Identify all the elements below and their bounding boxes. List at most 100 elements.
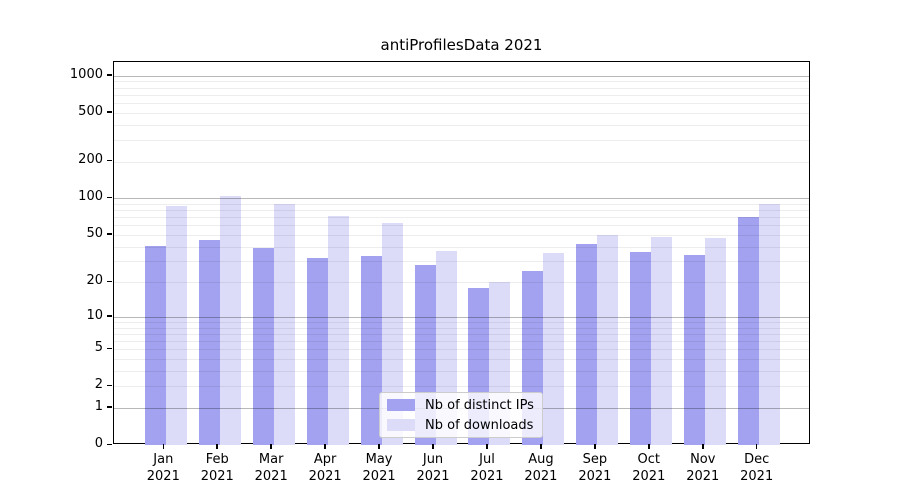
gridline-7 <box>114 333 809 335</box>
gridline-80 <box>114 210 809 212</box>
x-tick-mark-oct <box>648 444 650 449</box>
x-tick-mark-may <box>378 444 380 449</box>
x-tick-mark-mar <box>270 444 272 449</box>
x-tick-month-jul: Jul <box>479 452 495 467</box>
gridline-8 <box>114 327 809 329</box>
y-tick-label-20: 20 <box>86 273 103 289</box>
y-tick-label-5: 5 <box>94 340 103 356</box>
y-tick-mark-20 <box>107 280 112 283</box>
x-tick-label-may: May 2021 <box>352 451 406 485</box>
x-tick-year-mar: 2021 <box>254 469 288 484</box>
x-tick-month-jun: Jun <box>422 452 444 467</box>
gridline-4 <box>114 359 809 360</box>
gridline-40 <box>114 246 809 248</box>
y-tick-mark-200 <box>107 159 112 162</box>
x-tick-month-mar: Mar <box>258 452 284 467</box>
x-tick-label-apr: Apr 2021 <box>298 451 352 485</box>
y-tick-label-50: 50 <box>86 225 103 241</box>
x-tick-month-apr: Apr <box>313 452 337 467</box>
x-tick-mark-jul <box>486 444 488 449</box>
bar-nb-of-distinct-ips-oct <box>630 251 652 445</box>
x-tick-month-jan: Jan <box>153 452 174 467</box>
x-tick-year-jan: 2021 <box>146 469 180 484</box>
y-tick-label-500: 500 <box>78 103 103 119</box>
bar-nb-of-downloads-mar <box>273 204 295 445</box>
y-tick-mark-2 <box>107 384 112 387</box>
x-tick-year-jul: 2021 <box>470 469 504 484</box>
x-tick-mark-nov <box>702 444 704 449</box>
y-tick-label-1: 1 <box>94 398 103 414</box>
x-tick-month-feb: Feb <box>205 452 229 467</box>
gridline-500 <box>114 112 809 114</box>
y-tick-mark-0 <box>107 443 112 445</box>
x-tick-mark-jan <box>162 444 165 449</box>
legend-label-downloads: Nb of downloads <box>425 417 534 433</box>
x-tick-year-oct: 2021 <box>632 469 666 484</box>
legend-label-distinct-ips: Nb of distinct IPs <box>425 397 534 413</box>
x-tick-month-aug: Aug <box>528 452 554 467</box>
x-tick-mark-sep <box>594 444 596 449</box>
x-tick-year-jun: 2021 <box>416 469 450 484</box>
gridline-5 <box>114 349 809 351</box>
bar-nb-of-downloads-oct <box>651 236 673 445</box>
x-tick-mark-dec <box>755 444 758 449</box>
gridline-90 <box>114 203 809 205</box>
bar-nb-of-downloads-sep <box>597 234 619 445</box>
x-tick-year-nov: 2021 <box>686 469 720 484</box>
y-tick-mark-5 <box>107 347 112 350</box>
x-tick-label-feb: Feb 2021 <box>190 451 244 485</box>
legend-swatch-downloads <box>387 419 415 431</box>
bar-nb-of-downloads-nov <box>705 238 727 445</box>
gridline-2 <box>114 386 809 388</box>
x-tick-mark-jun <box>432 444 434 449</box>
bar-nb-of-distinct-ips-may <box>360 256 382 445</box>
x-tick-label-jul: Jul 2021 <box>460 451 514 485</box>
plot-area <box>113 61 810 445</box>
x-tick-month-oct: Oct <box>637 452 661 467</box>
gridline-30 <box>114 261 809 263</box>
x-tick-label-dec: Dec 2021 <box>730 451 784 485</box>
x-tick-year-may: 2021 <box>362 469 396 484</box>
x-tick-month-nov: Nov <box>690 452 716 467</box>
x-tick-year-aug: 2021 <box>524 469 558 484</box>
gridline-200 <box>114 161 809 163</box>
y-tick-mark-1000 <box>107 74 112 76</box>
bar-nb-of-distinct-ips-dec <box>738 217 760 445</box>
gridline-6 <box>114 341 809 342</box>
bar-nb-of-downloads-apr <box>327 216 349 445</box>
y-tick-label-100: 100 <box>78 189 103 205</box>
x-tick-year-sep: 2021 <box>578 469 612 484</box>
gridline-900 <box>114 81 809 83</box>
bar-nb-of-downloads-may <box>381 222 403 445</box>
x-tick-mark-aug <box>540 444 542 449</box>
x-tick-year-feb: 2021 <box>200 469 234 484</box>
bar-nb-of-distinct-ips-feb <box>198 240 220 445</box>
gridline-300 <box>114 139 809 141</box>
x-tick-month-may: May <box>365 452 393 467</box>
y-tick-label-0: 0 <box>94 436 103 451</box>
legend-swatch-distinct-ips <box>387 399 415 411</box>
gridline-10 <box>114 316 809 318</box>
bar-nb-of-distinct-ips-apr <box>306 258 328 445</box>
gridline-50 <box>114 234 809 236</box>
gridline-600 <box>114 102 809 104</box>
y-tick-label-1000: 1000 <box>69 66 103 82</box>
chart-title: antiProfilesData 2021 <box>380 36 543 54</box>
y-tick-mark-1 <box>107 406 112 408</box>
gridline-60 <box>114 225 809 227</box>
gridline-9 <box>114 321 809 323</box>
x-tick-month-dec: Dec <box>744 452 770 467</box>
gridline-1000 <box>114 75 809 77</box>
legend-entry-downloads: Nb of downloads <box>387 418 535 433</box>
x-tick-year-dec: 2021 <box>740 469 774 484</box>
grid-layer <box>114 62 809 443</box>
x-tick-label-sep: Sep 2021 <box>568 451 622 485</box>
x-tick-mark-feb <box>216 444 218 449</box>
bar-nb-of-distinct-ips-sep <box>576 243 598 445</box>
y-tick-mark-10 <box>107 315 112 317</box>
gridline-400 <box>114 124 809 126</box>
gridline-700 <box>114 94 809 96</box>
gridline-20 <box>114 282 809 284</box>
y-tick-mark-500 <box>107 111 112 113</box>
